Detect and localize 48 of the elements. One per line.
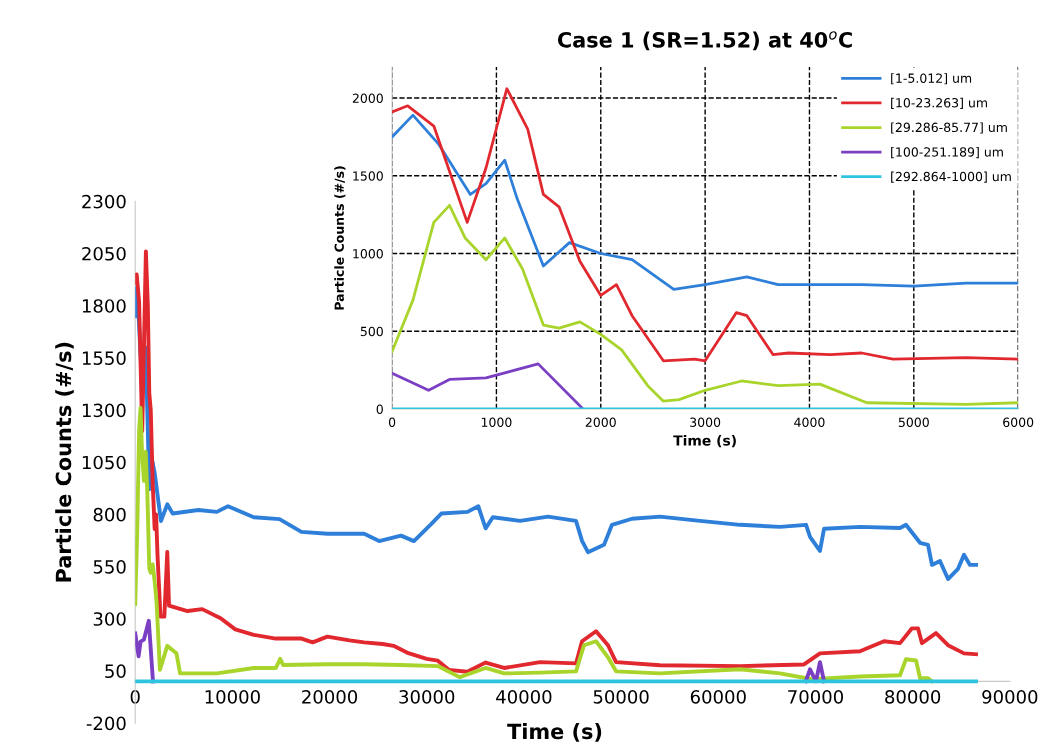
x-tick-label: 0 bbox=[130, 690, 140, 704]
x-tick-label: 20000 bbox=[302, 690, 358, 704]
line-series bbox=[392, 362, 585, 409]
x-tick-label: 5000 bbox=[898, 417, 929, 427]
legend-label: [10-23.263] um bbox=[891, 97, 987, 109]
y-tick-label: 1800 bbox=[82, 299, 126, 313]
y-tick-label: 500 bbox=[360, 326, 383, 337]
line-series bbox=[392, 87, 1019, 363]
x-tick-label: 1000 bbox=[481, 417, 512, 427]
x-tick-label: 90000 bbox=[982, 690, 1038, 704]
x-tick-label: 50000 bbox=[593, 690, 649, 704]
y-tick-label: 1300 bbox=[82, 403, 126, 418]
y-tick-label: 2050 bbox=[82, 246, 126, 261]
legend-label: [1-5.012] um bbox=[891, 73, 972, 85]
y-tick-label: 1050 bbox=[82, 455, 126, 470]
x-tick-label: 80000 bbox=[885, 690, 941, 704]
y-tick-label: 50 bbox=[105, 664, 126, 679]
x-tick-label: 30000 bbox=[399, 690, 455, 704]
x-tick-label: 40000 bbox=[496, 690, 552, 704]
x-tick-label: 6000 bbox=[1003, 417, 1034, 427]
y-tick-label: 2000 bbox=[352, 93, 383, 103]
x-tick-label: 4000 bbox=[794, 417, 825, 427]
legend-label: [29.286-85.77] um bbox=[891, 122, 1007, 134]
legend-label: [100-251.189] um bbox=[891, 147, 1003, 159]
y-tick-label: 1000 bbox=[353, 248, 383, 259]
y-tick-label: 1550 bbox=[82, 351, 126, 365]
y-tick-label: 550 bbox=[93, 560, 126, 574]
y-tick-label: -200 bbox=[86, 716, 126, 731]
x-tick-label: 2000 bbox=[585, 417, 616, 427]
y-tick-label: 800 bbox=[93, 507, 126, 522]
y-tick-label: 300 bbox=[93, 612, 126, 626]
chart-title: Case 1 (SR=1.52) at 40$^{o}$C bbox=[557, 31, 852, 51]
x-tick-label: 0 bbox=[388, 417, 396, 427]
y-tick-label: 1500 bbox=[353, 171, 383, 181]
x-axis-title: Time (s) bbox=[673, 434, 736, 448]
y-tick-label: 2300 bbox=[82, 194, 126, 209]
y-axis-title: Particle Counts (#/s) bbox=[334, 166, 346, 310]
x-tick-label: 3000 bbox=[690, 417, 721, 427]
line-series bbox=[135, 405, 935, 684]
x-tick-label: 60000 bbox=[690, 690, 746, 704]
line-series bbox=[392, 113, 1019, 291]
x-axis-title: Time (s) bbox=[507, 723, 602, 742]
x-tick-label: 10000 bbox=[205, 690, 260, 704]
x-tick-label: 70000 bbox=[788, 690, 843, 704]
legend-label: [292.864-1000] um bbox=[891, 171, 1011, 183]
y-axis-title: Particle Counts (#/s) bbox=[55, 342, 74, 582]
line-series bbox=[392, 203, 1019, 406]
y-tick-label: 0 bbox=[376, 404, 383, 414]
